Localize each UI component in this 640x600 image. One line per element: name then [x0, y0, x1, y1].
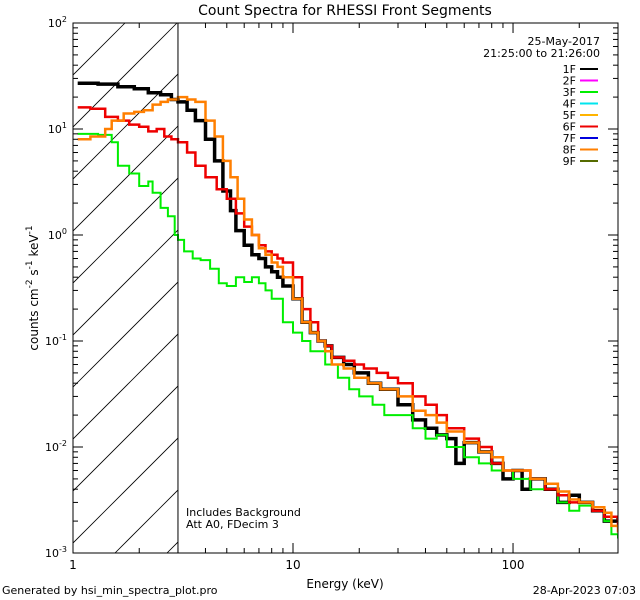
- hatch-line: [73, 385, 178, 492]
- series-line-3f: [77, 132, 618, 539]
- hatch-line: [73, 437, 178, 544]
- series-line-8f: [77, 95, 618, 533]
- hatch-line: [73, 125, 178, 232]
- x-tick-label: 100: [502, 558, 525, 572]
- observation-date: 25-May-2017: [528, 35, 600, 48]
- hatch-line: [73, 23, 126, 76]
- legend-label-1f: 1F: [563, 63, 576, 76]
- y-axis-label: counts cm-2 s-1 keV-1: [25, 225, 41, 350]
- hatch-line: [73, 281, 178, 388]
- y-tick-label: 100: [48, 227, 67, 242]
- generated-date-footer: 28-Apr-2023 07:03: [533, 584, 636, 597]
- chart-title: Count Spectra for RHESSI Front Segments: [198, 3, 492, 19]
- y-tick-label: 102: [48, 15, 67, 30]
- series-line-1f: [77, 81, 618, 523]
- x-tick-label: 10: [285, 558, 300, 572]
- legend-label-2f: 2F: [563, 75, 576, 88]
- series-line-6f: [77, 106, 618, 528]
- legend-label-4f: 4F: [563, 98, 576, 111]
- y-tick-label: 101: [48, 121, 67, 136]
- y-tick-label: 10-3: [45, 545, 67, 560]
- observation-time-range: 21:25:00 to 21:26:00: [483, 47, 600, 60]
- annotation-attenuator: Att A0, FDecim 3: [186, 518, 279, 531]
- annotation-background: Includes Background: [186, 506, 301, 519]
- legend-label-7f: 7F: [563, 132, 576, 145]
- hatch-line: [219, 23, 640, 553]
- hatch-line: [73, 229, 178, 336]
- hatch-line: [114, 489, 178, 553]
- y-tick-label: 10-1: [45, 333, 67, 348]
- legend-label-8f: 8F: [563, 144, 576, 157]
- legend-label-3f: 3F: [563, 86, 576, 99]
- generated-by-footer: Generated by hsi_min_spectra_plot.pro: [2, 584, 218, 597]
- legend-label-9f: 9F: [563, 155, 576, 168]
- y-tick-label: 10-2: [45, 439, 67, 454]
- legend-label-6f: 6F: [563, 121, 576, 134]
- hatch-line: [73, 23, 178, 128]
- hatch-line: [73, 23, 74, 24]
- x-tick-label: 1: [69, 558, 77, 572]
- x-axis-label: Energy (keV): [306, 577, 383, 591]
- plot-frame: [72, 22, 619, 554]
- attenuator-hatch-region: [73, 23, 640, 553]
- legend-label-5f: 5F: [563, 109, 576, 122]
